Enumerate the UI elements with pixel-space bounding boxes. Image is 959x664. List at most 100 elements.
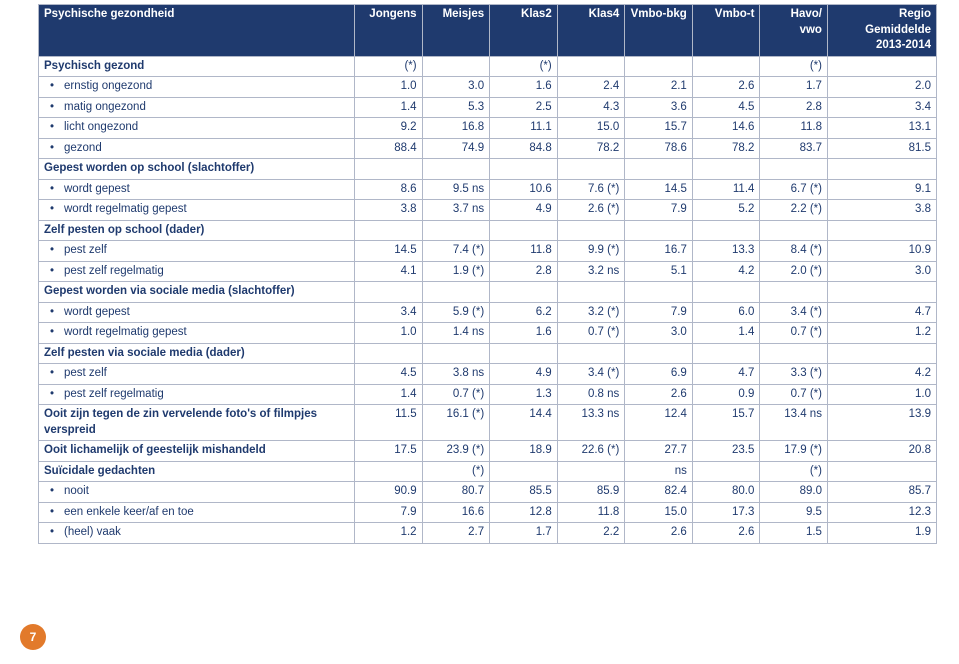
cell: 16.8	[422, 118, 490, 139]
table-row: pest zelf14.57.4 (*)11.89.9 (*)16.713.38…	[39, 241, 937, 262]
cell: 15.0	[625, 502, 693, 523]
cell	[355, 343, 423, 364]
cell	[827, 343, 936, 364]
cell: 16.6	[422, 502, 490, 523]
cell	[557, 220, 625, 241]
cell: 17.9 (*)	[760, 441, 828, 462]
col-vmbo-bkg: Vmbo-bkg	[625, 5, 693, 57]
cell: 2.8	[490, 261, 558, 282]
section-label: Gepest worden via sociale media (slachto…	[39, 282, 355, 303]
header-row: Psychische gezondheid Jongens Meisjes Kl…	[39, 5, 937, 57]
cell: 2.6 (*)	[557, 200, 625, 221]
cell: 8.6	[355, 179, 423, 200]
table-row: pest zelf regelmatig1.40.7 (*)1.30.8 ns2…	[39, 384, 937, 405]
table-body: Psychisch gezond(*)(*)(*)ernstig ongezon…	[39, 56, 937, 543]
cell: 2.6	[625, 523, 693, 544]
col-regio: Regio Gemiddelde 2013-2014	[827, 5, 936, 57]
cell: 20.8	[827, 441, 936, 462]
cell: 5.3	[422, 97, 490, 118]
cell: 2.4	[557, 77, 625, 98]
page-number: 7	[30, 630, 37, 644]
cell: 3.8 ns	[422, 364, 490, 385]
cell: 23.5	[692, 441, 760, 462]
row-label: pest zelf	[39, 241, 355, 262]
cell: 17.3	[692, 502, 760, 523]
table-row: (heel) vaak1.22.71.72.22.62.61.51.9	[39, 523, 937, 544]
cell: 22.6 (*)	[557, 441, 625, 462]
cell: 82.4	[625, 482, 693, 503]
cell: 12.3	[827, 502, 936, 523]
cell: 2.6	[692, 523, 760, 544]
cell: 7.4 (*)	[422, 241, 490, 262]
table-row: Gepest worden op school (slachtoffer)	[39, 159, 937, 180]
cell: (*)	[760, 461, 828, 482]
cell: 83.7	[760, 138, 828, 159]
row-label: pest zelf regelmatig	[39, 261, 355, 282]
cell: ns	[625, 461, 693, 482]
cell: (*)	[490, 56, 558, 77]
cell: 8.4 (*)	[760, 241, 828, 262]
table-row: Psychisch gezond(*)(*)(*)	[39, 56, 937, 77]
cell: 3.3 (*)	[760, 364, 828, 385]
table-row: licht ongezond9.216.811.115.015.714.611.…	[39, 118, 937, 139]
cell: 1.2	[827, 323, 936, 344]
cell: 0.9	[692, 384, 760, 405]
cell: 3.4	[827, 97, 936, 118]
cell: 78.6	[625, 138, 693, 159]
cell: 10.6	[490, 179, 558, 200]
cell: 5.1	[625, 261, 693, 282]
row-label: matig ongezond	[39, 97, 355, 118]
cell: 1.7	[760, 77, 828, 98]
cell: 85.9	[557, 482, 625, 503]
cell: 2.5	[490, 97, 558, 118]
table-row: wordt regelmatig gepest1.01.4 ns1.60.7 (…	[39, 323, 937, 344]
table-title: Psychische gezondheid	[39, 5, 355, 57]
cell: 4.7	[827, 302, 936, 323]
col-meisjes: Meisjes	[422, 5, 490, 57]
cell	[557, 282, 625, 303]
section-label: Ooit lichamelijk of geestelijk mishandel…	[39, 441, 355, 462]
cell: 0.7 (*)	[422, 384, 490, 405]
cell: 16.1 (*)	[422, 405, 490, 441]
cell: 7.9	[355, 502, 423, 523]
cell: 10.9	[827, 241, 936, 262]
cell: 2.0 (*)	[760, 261, 828, 282]
cell: 12.8	[490, 502, 558, 523]
cell: 4.2	[827, 364, 936, 385]
cell: 1.4	[355, 97, 423, 118]
cell: 13.4 ns	[760, 405, 828, 441]
cell: 27.7	[625, 441, 693, 462]
cell: 0.7 (*)	[557, 323, 625, 344]
cell: 1.9 (*)	[422, 261, 490, 282]
page-number-badge: 7	[20, 624, 46, 650]
col-klas4: Klas4	[557, 5, 625, 57]
page: Psychische gezondheid Jongens Meisjes Kl…	[0, 0, 959, 664]
row-label: licht ongezond	[39, 118, 355, 139]
row-label: nooit	[39, 482, 355, 503]
cell: 5.2	[692, 200, 760, 221]
cell: 1.7	[490, 523, 558, 544]
cell: 3.2 ns	[557, 261, 625, 282]
cell	[557, 56, 625, 77]
cell: 7.9	[625, 302, 693, 323]
row-label: pest zelf regelmatig	[39, 384, 355, 405]
cell: 4.5	[355, 364, 423, 385]
cell: 2.0	[827, 77, 936, 98]
cell: 3.0	[625, 323, 693, 344]
cell: 3.7 ns	[422, 200, 490, 221]
cell: 9.2	[355, 118, 423, 139]
col-havo-vwo: Havo/ vwo	[760, 5, 828, 57]
cell: 3.4 (*)	[760, 302, 828, 323]
cell: 11.8	[760, 118, 828, 139]
cell: 1.2	[355, 523, 423, 544]
cell: 6.2	[490, 302, 558, 323]
table-row: pest zelf regelmatig4.11.9 (*)2.83.2 ns5…	[39, 261, 937, 282]
cell: 1.3	[490, 384, 558, 405]
cell	[625, 159, 693, 180]
cell	[827, 220, 936, 241]
cell	[490, 220, 558, 241]
cell: 15.0	[557, 118, 625, 139]
cell: 11.8	[557, 502, 625, 523]
cell: 1.0	[355, 77, 423, 98]
cell	[422, 282, 490, 303]
